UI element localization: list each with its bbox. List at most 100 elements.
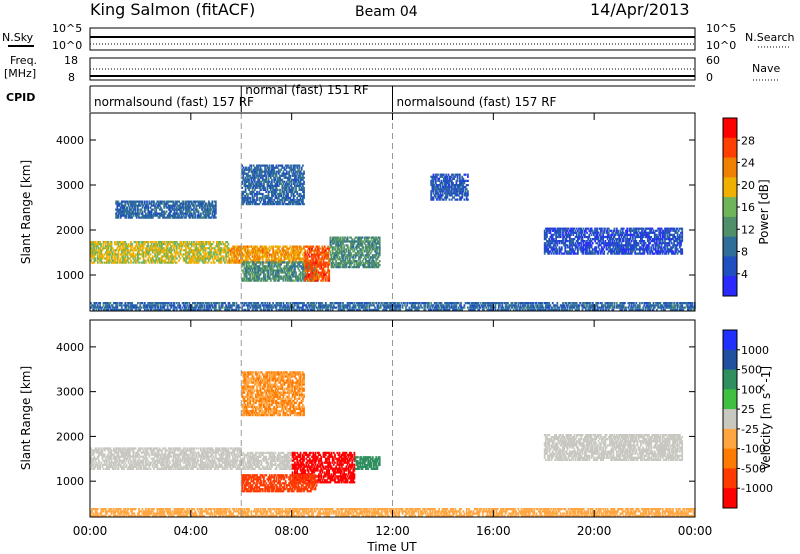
echo-cell [371, 260, 374, 263]
echo-cell [292, 192, 295, 196]
echo-cell [282, 247, 285, 250]
echo-cell [640, 252, 642, 255]
echo-cell [328, 273, 331, 276]
echo-cell [250, 245, 253, 248]
echo-cell [250, 279, 253, 282]
echo-cell [142, 255, 145, 258]
echo-cell [455, 198, 458, 201]
echo-cell [636, 235, 639, 239]
echo-cell [261, 267, 264, 270]
echo-cell [230, 253, 233, 256]
echo-cell [463, 173, 466, 176]
echo-cell [220, 251, 223, 254]
echo-cell [137, 206, 139, 209]
echo-cell [642, 248, 645, 251]
echo-cell [259, 176, 262, 179]
echo-cell [198, 206, 201, 209]
echo-cell [204, 206, 207, 209]
echo-cell [252, 247, 255, 250]
echo-cell [90, 255, 92, 258]
echo-cell [188, 259, 191, 262]
echo-cell [355, 244, 358, 247]
echo-cell [193, 251, 195, 254]
echo-cell [304, 257, 307, 260]
echo-cell [236, 249, 239, 252]
echo-cell [326, 257, 328, 260]
echo-cell [226, 249, 229, 252]
echo-cell [134, 257, 137, 260]
echo-cell [303, 269, 305, 272]
echo-cell [291, 263, 294, 266]
echo-cell [323, 263, 326, 266]
echo-cell [299, 174, 302, 177]
echo-cell [332, 254, 335, 257]
echo-cell [557, 227, 560, 230]
echo-cell [298, 164, 301, 167]
echo-cell [217, 249, 219, 252]
echo-cell [257, 178, 260, 181]
echo-cell [249, 201, 252, 204]
echo-cell [220, 261, 223, 264]
echo-cell [190, 261, 193, 264]
echo-cell [282, 271, 285, 274]
echo-cell [245, 275, 248, 278]
echo-cell [233, 249, 235, 252]
echo-cell [440, 190, 443, 193]
echo-cell [227, 251, 230, 254]
echo-cell [620, 233, 623, 236]
echo-cell [316, 255, 319, 258]
echo-cell [602, 248, 604, 251]
echo-cell [629, 250, 632, 253]
echo-cell [265, 196, 268, 200]
echo-cell [556, 240, 559, 243]
echo-cell [273, 192, 276, 196]
echo-cell [330, 264, 333, 267]
echo-cell [125, 247, 128, 250]
echo-cell [186, 210, 189, 213]
echo-cell [138, 214, 140, 217]
echo-cell [570, 252, 572, 255]
echo-cell [335, 260, 337, 263]
echo-cell [546, 233, 548, 236]
echo-cell [334, 236, 336, 239]
echo-cell [187, 204, 190, 207]
echo-cell [628, 240, 631, 243]
echo-cell [193, 241, 195, 244]
echo-cell [450, 173, 453, 176]
echo-cell [319, 261, 321, 264]
echo-cell [544, 231, 547, 234]
echo-cell [256, 277, 258, 280]
echo-cell [194, 257, 197, 260]
echo-cell [206, 251, 209, 254]
echo-cell [205, 241, 208, 244]
echo-cell [155, 208, 158, 211]
echo-cell [292, 201, 295, 204]
echo-cell [266, 196, 269, 200]
echo-cell [106, 253, 108, 256]
echo-cell [371, 244, 374, 247]
echo-cell [184, 206, 186, 209]
echo-cell [166, 241, 169, 244]
echo-cell [179, 212, 182, 215]
echo-cell [134, 259, 137, 262]
echo-cell [585, 250, 587, 253]
echo-cell [161, 243, 163, 246]
echo-cell [116, 208, 119, 211]
echo-cell [635, 252, 638, 255]
echo-cell [211, 202, 214, 205]
echo-cell [332, 252, 335, 255]
echo-cell [303, 196, 305, 200]
echo-cell [442, 177, 445, 180]
echo-cell [313, 261, 316, 264]
echo-cell [258, 255, 261, 258]
echo-cell [247, 277, 249, 280]
echo-cell [308, 247, 311, 250]
echo-cell [324, 265, 327, 268]
echo-cell [279, 249, 281, 252]
echo-cell [251, 249, 254, 252]
echo-cell [219, 249, 222, 252]
echo-cell [122, 241, 124, 244]
echo-cell [237, 255, 240, 258]
echo-cell [609, 229, 611, 232]
echo-cell [373, 236, 375, 239]
